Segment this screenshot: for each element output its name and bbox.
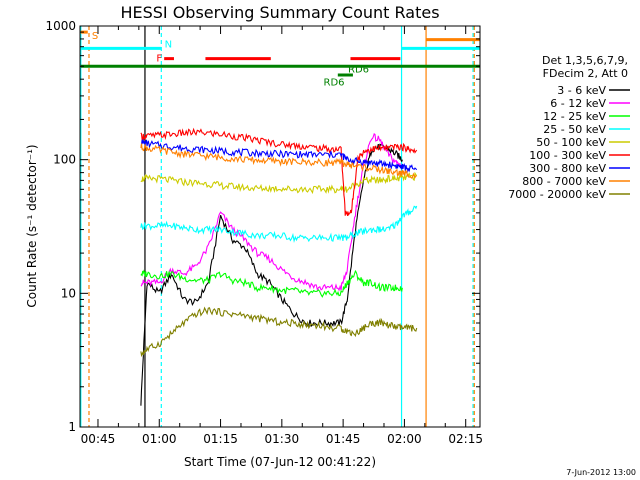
legend-entry-label: 25 - 50 keV: [543, 123, 606, 136]
y-axis-label: Count Rate (s⁻¹ detector⁻¹): [25, 144, 39, 307]
x-axis-label: Start Time (07-Jun-12 00:41:22): [184, 455, 376, 469]
series-line: [140, 205, 418, 243]
footer-timestamp: 7-Jun-2012 13:00: [566, 468, 636, 477]
status-bar-label: S: [92, 31, 98, 42]
x-tick-label: 02:15: [448, 432, 483, 446]
series-line: [140, 171, 418, 195]
x-tick-label: 01:15: [203, 432, 238, 446]
series-line: [140, 127, 418, 217]
x-axis: 00:45 01:00 01:15 01:30 01:45 02:00 02:15: [81, 26, 483, 446]
series-line: [140, 143, 417, 179]
x-tick-label: 02:00: [387, 432, 422, 446]
legend-entry-label: 100 - 300 keV: [529, 149, 606, 162]
legend-entry-label: 800 - 7000 keV: [522, 175, 606, 188]
legend-header-line-1: Det 1,3,5,6,7,9,: [542, 54, 628, 67]
x-tick-label: 01:30: [265, 432, 300, 446]
status-bar-label: F: [156, 54, 162, 65]
series-line: [140, 133, 403, 292]
legend-entry-label: 3 - 6 keV: [557, 84, 606, 97]
plot-frame: [79, 25, 481, 428]
series-line: [140, 142, 403, 406]
legend-entry-label: 6 - 12 keV: [550, 97, 606, 110]
legend-entry-label: 7000 - 20000 keV: [508, 188, 606, 201]
series-line: [140, 138, 418, 173]
series-line: [140, 269, 403, 298]
legend-entry-label: 12 - 25 keV: [543, 110, 606, 123]
chart-title: HESSI Observing Summary Count Rates: [120, 3, 439, 22]
status-bar-label: RD6: [348, 65, 369, 76]
legend-entry-label: 300 - 800 keV: [529, 162, 606, 175]
y-tick-label: 100: [53, 153, 76, 167]
legend-entry-label: 50 - 100 keV: [536, 136, 606, 149]
y-tick-label: 1000: [45, 19, 76, 33]
y-tick-label: 1: [68, 420, 76, 434]
legend: Det 1,3,5,6,7,9, FDecim 2, Att 0 3 - 6 k…: [508, 54, 630, 201]
x-tick-label: 01:45: [326, 432, 361, 446]
y-axis: 1 10 100 1000: [45, 19, 480, 434]
x-tick-label: 00:45: [81, 432, 116, 446]
series-line: [140, 306, 418, 358]
status-bar-label: RD6: [324, 77, 345, 88]
legend-header-line-2: FDecim 2, Att 0: [543, 67, 628, 80]
x-tick-label: 01:00: [142, 432, 177, 446]
y-tick-label: 10: [61, 286, 76, 300]
status-bar-label: N: [165, 39, 172, 50]
